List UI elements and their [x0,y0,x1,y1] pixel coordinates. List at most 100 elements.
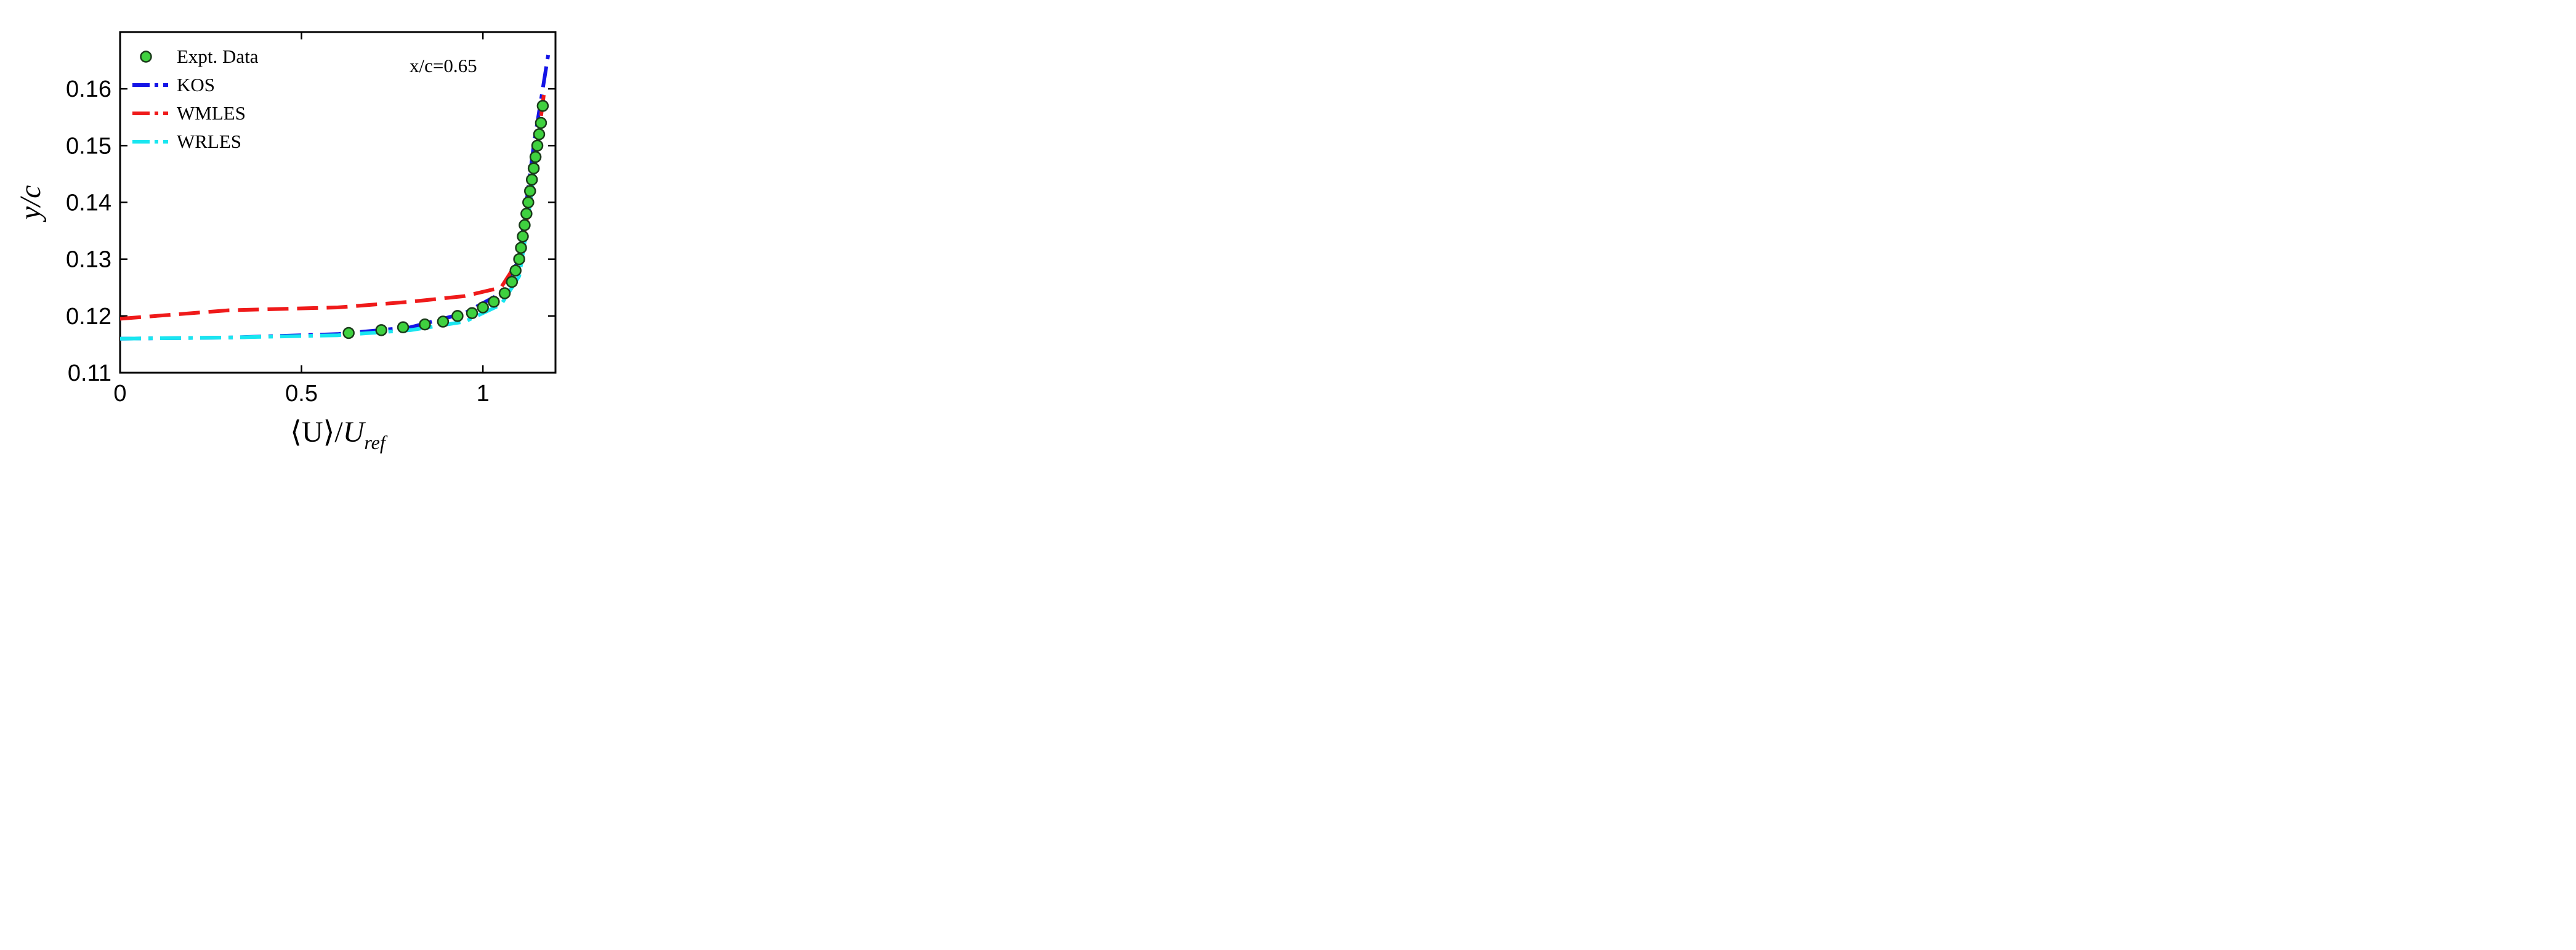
expt-data-point [143,662,154,673]
series-line-kos [801,543,1146,796]
legend-label: KOS [1490,62,1528,83]
expt-data-point [342,327,355,339]
expt-data-point [802,294,812,305]
x-tick-label: 0 [113,381,126,407]
expt-data-point [1552,299,1562,310]
series-line-kos [2112,87,2554,373]
expt-data-point [885,723,895,734]
x-axis-label: ⟨U⟩/Uref [290,416,388,453]
expt-data-point [2444,721,2455,731]
expt-data-point [923,699,933,709]
x-tick-label: -10 [1542,851,1576,877]
y-axis-label: y/c [14,666,47,704]
expt-data-point [525,173,538,186]
expt-data-point [2379,238,2389,248]
x-axis-label: ⟨uv⟩/U2 ref [1598,882,1703,925]
plot-area: 0 0.02 0.040.110.120.130.140.150.16y/c⟨uu⟩… [14,85,2562,925]
expt-data-point [1126,641,1136,651]
expt-data-point [1858,99,1868,109]
y-tick-label: 0.16 [66,76,111,102]
expt-data-point [509,264,522,277]
legend-label: WRLES [1094,794,1159,815]
expt-data-point [1194,146,1205,156]
expt-data-point [876,751,886,761]
expt-data-point [2447,197,2458,208]
expt-data-point [1668,240,1679,250]
expt-data-point [1828,156,1838,167]
expt-data-point [1739,839,1750,850]
expt-data-point [142,614,152,625]
legend-label: WMLES [361,564,430,586]
expt-data-point [1782,717,1793,728]
expt-data-point [2192,351,2202,361]
expt-data-point [1839,144,1849,155]
expt-data-point [1097,668,1107,679]
expt-data-point [164,769,174,780]
expt-data-point [981,688,991,698]
expt-data-point [1735,846,1746,856]
x-tick-label: 0.5 [1684,381,1717,407]
expt-data-point [1649,248,1660,259]
expt-data-point [1782,190,1793,201]
legend-label: WMLES [1490,90,1559,112]
y-tick-label: 0.15 [1376,582,1421,608]
y-tick-label: 0.2 [2058,20,2091,46]
expt-data-point [2500,627,2510,638]
expt-data-point [1747,825,1758,835]
expt-data-point [952,693,963,704]
expt-data-point [981,625,991,635]
expt-data-point [1153,175,1164,185]
expt-data-point [950,217,961,228]
y-tick-label: 0.05 [2045,751,2091,777]
series-line-wrles [1623,545,1796,836]
expt-data-point [1791,561,1801,572]
expt-data-point [1631,257,1641,267]
y-tick-label: 0.13 [1376,724,1421,750]
expt-data-point [839,599,850,610]
series-line-wmles [2206,94,2554,373]
expt-data-point [1790,575,1801,586]
expt-data-point [1762,797,1773,807]
expt-data-point [1184,160,1194,170]
expt-data-point [2389,710,2399,720]
y-tick-label: 0.1 [749,643,781,668]
expt-data-point [2473,748,2484,758]
expt-data-point [143,678,154,689]
x-tick-label: 0.02 [272,851,317,877]
legend-marker-expt [326,514,336,524]
y-axis-label: y/c [684,666,717,704]
expt-data-point [1785,689,1795,699]
expt-data-point [1045,199,1056,209]
expt-data-point [2461,729,2472,739]
legend-label: WMLES [848,99,917,120]
x-axis-label: ⟨U⟩/Uref [1602,416,1700,453]
panel-u-xc065: 0 0.5 10.110.120.130.140.150.16y/c⟨U⟩/Uref… [14,20,2562,925]
y-tick-label: 0.13 [66,247,111,273]
x-tick-label: 1 [1173,381,1185,407]
expt-data-point [905,706,915,717]
expt-data-point [1113,185,1123,196]
x-tick-label: 0 [2093,381,2106,407]
position-annotation: x/c=0.8 [2334,535,2392,556]
expt-data-point [522,196,535,209]
expt-data-point [1133,180,1144,190]
position-annotation: x/c=0.8 [1078,58,1136,79]
legend-label: WRLES [1490,118,1554,140]
expt-data-point [878,742,888,752]
expt-data-point [2444,649,2455,660]
expt-data-point [2357,705,2367,716]
y-tick-label: 0.1 [1389,190,1421,216]
series-line-wrles [2176,92,2554,373]
expt-data-point [2418,715,2428,725]
expt-data-point [477,301,489,314]
x-tick-label: -15 [1413,851,1447,877]
expt-data-point [1687,231,1698,242]
y-tick-label: 0 [769,830,781,856]
x-tick-label: 0.5 [285,381,318,407]
legend-label: WRLES [361,593,426,614]
y-tick-label: 0.05 [736,275,781,301]
expt-data-point [2362,248,2373,259]
expt-data-point [519,219,531,232]
